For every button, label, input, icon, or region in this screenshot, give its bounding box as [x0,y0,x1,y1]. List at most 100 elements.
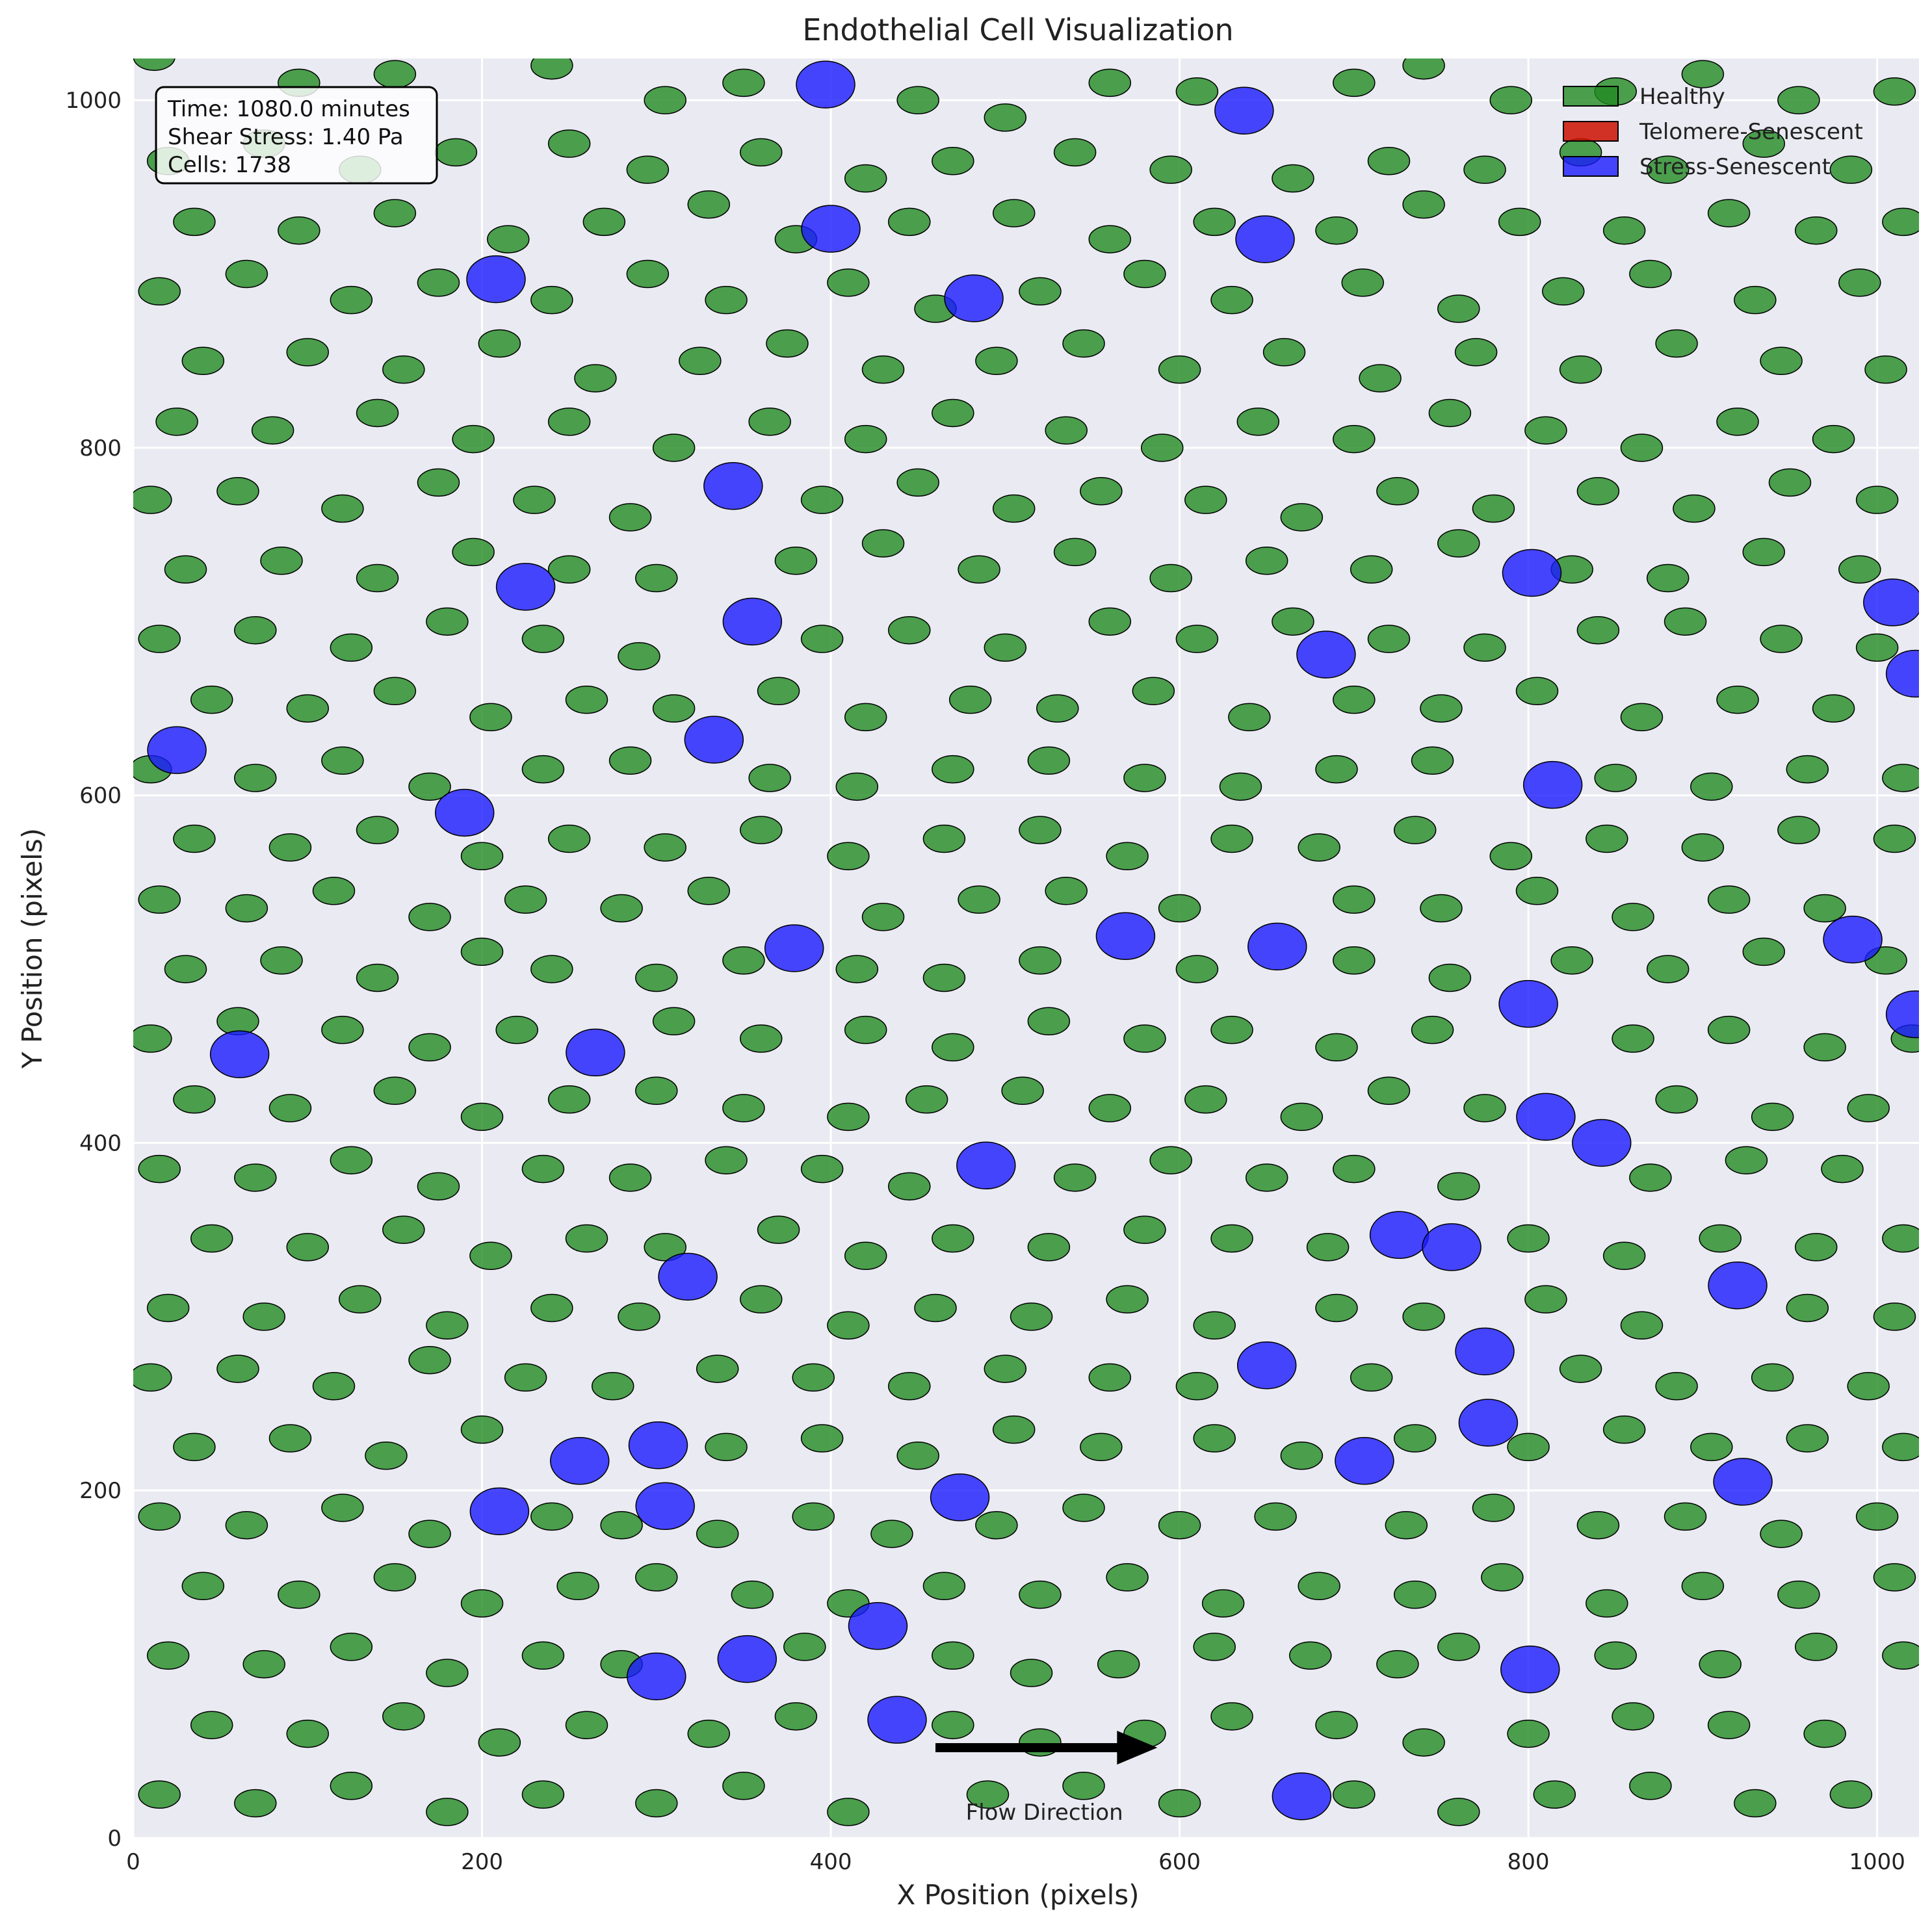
cell-healthy [608,1163,652,1192]
grid [132,58,1919,1839]
cell-stress-senescent [469,1487,530,1536]
cell-healthy [216,477,259,506]
cell-healthy [1855,485,1899,514]
cell-healthy [1707,1015,1751,1044]
cell-healthy [1873,1302,1916,1331]
cell-healthy [530,1502,573,1531]
cell-healthy [556,1572,599,1601]
cell-healthy [1541,277,1585,306]
flow-arrow-head [1117,1730,1158,1765]
cell-healthy [1777,1580,1820,1609]
cell-healthy [278,1580,320,1609]
cell-healthy [286,1719,330,1748]
cell-healthy [521,625,565,653]
cell-healthy [190,1224,233,1253]
cell-healthy [382,1215,425,1244]
cell-healthy [460,1102,504,1132]
cell-healthy [408,772,451,801]
cell-healthy [1376,1650,1419,1679]
cell-healthy [792,1363,835,1392]
legend-swatch-telomere-senescent [1563,121,1619,142]
cell-healthy [181,346,225,375]
cell-stress-senescent [944,274,1004,322]
cell-healthy [1646,955,1690,983]
cell-healthy [225,259,268,289]
cell-healthy [373,1563,417,1592]
cell-healthy [687,877,731,905]
cell-stress-senescent [1335,1437,1394,1485]
cell-healthy [460,842,504,871]
cell-healthy [1402,58,1445,80]
cell-healthy [338,1285,382,1314]
cell-healthy [530,58,573,80]
cell-healthy [286,338,330,367]
cell-healthy [521,1641,565,1670]
cell-healthy [1428,398,1472,428]
cell-healthy [1629,1772,1672,1800]
cell-healthy [1010,1302,1053,1331]
cell-healthy [1298,1572,1340,1601]
cell-healthy [1594,764,1637,792]
cell-healthy [1463,633,1506,662]
info-box-frame [155,86,438,185]
cell-healthy [626,155,670,184]
cell-stress-senescent [550,1437,610,1485]
cell-healthy [827,842,870,871]
cell-healthy [1367,1076,1411,1106]
cell-healthy [312,1372,356,1401]
cell-healthy [984,633,1027,662]
cell-healthy [268,833,312,862]
cell-healthy [870,1520,913,1548]
cell-healthy [1027,1233,1071,1262]
cell-healthy [1620,703,1664,732]
cell-healthy [1734,285,1777,315]
cell-healthy [844,1015,887,1044]
cell-healthy [1734,1789,1777,1818]
cell-healthy [1681,1572,1725,1601]
cell-healthy [1463,1094,1506,1122]
cell-healthy [827,1798,870,1826]
cell-healthy [1333,1154,1376,1184]
cell-stress-senescent [867,1696,927,1744]
cell-stress-senescent [1863,578,1919,627]
cell-healthy [888,1372,931,1401]
cell-stress-senescent [658,1252,718,1301]
cell-healthy [1053,1163,1097,1192]
cell-healthy [1053,138,1097,167]
cell-healthy [460,937,504,966]
cell-healthy [1123,259,1166,289]
cell-healthy [1559,1354,1602,1383]
cell-healthy [1149,1146,1192,1174]
cell-healthy [1367,625,1411,653]
info-time: Time: 1080.0 minutes [167,96,410,122]
cell-healthy [173,207,216,237]
cell-healthy [1088,1094,1132,1122]
cell-stress-senescent [1502,549,1562,597]
cell-healthy [1019,277,1062,306]
cell-healthy [635,563,678,593]
cell-stress-senescent [1885,990,1919,1039]
cell-healthy [1350,555,1393,584]
cell-healthy [1873,77,1916,106]
cell-healthy [225,894,268,923]
cell-healthy [792,1502,835,1531]
cell-healthy [731,1580,774,1609]
cell-healthy [1088,225,1132,253]
legend-label-telomere-senescent: Telomere-Senescent [1639,119,1863,145]
cell-healthy [1673,494,1716,523]
cell-healthy [844,1241,887,1271]
cell-healthy [1794,1233,1838,1262]
cell-healthy [827,1102,870,1132]
cell-healthy [1402,1302,1445,1331]
cell-healthy [1612,1702,1654,1731]
cell-healthy [932,1033,974,1062]
cell-healthy [408,903,451,931]
cell-healthy [800,1424,844,1453]
cell-healthy [1106,1563,1149,1592]
cell-healthy [1760,625,1803,653]
cell-healthy [373,60,417,88]
cell-stress-senescent [956,1141,1016,1189]
cell-healthy [173,1432,216,1462]
cell-healthy [1664,1502,1707,1531]
cell-healthy [530,955,573,983]
